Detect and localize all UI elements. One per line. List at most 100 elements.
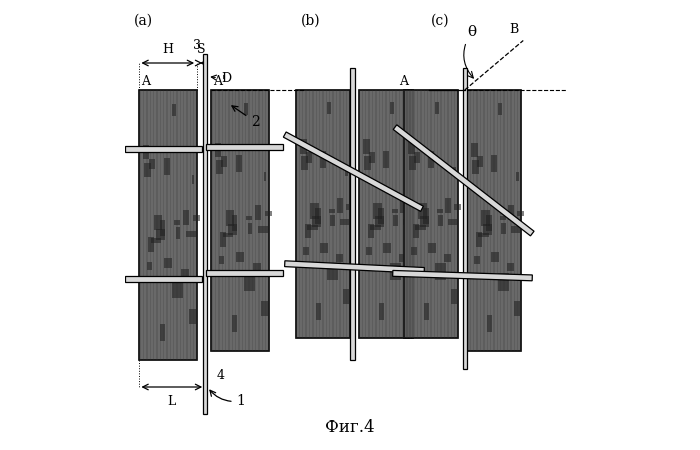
Bar (481, 211, 489, 226)
Bar (144, 145, 150, 159)
Bar (216, 143, 221, 157)
Bar (363, 140, 370, 153)
Polygon shape (284, 132, 424, 212)
Bar (437, 209, 442, 213)
Bar (316, 208, 321, 224)
Bar (211, 90, 269, 351)
Text: H: H (162, 43, 174, 56)
Bar (144, 163, 151, 177)
Bar (160, 324, 165, 341)
Bar (306, 153, 312, 162)
Bar (172, 280, 183, 297)
Polygon shape (125, 147, 202, 152)
Bar (330, 215, 335, 226)
Polygon shape (463, 68, 467, 369)
Bar (312, 216, 321, 227)
Bar (498, 274, 509, 291)
Bar (174, 220, 180, 225)
Polygon shape (350, 68, 354, 360)
Bar (471, 143, 477, 157)
Bar (404, 90, 458, 338)
Bar (232, 216, 237, 231)
Bar (220, 232, 227, 247)
Bar (304, 247, 309, 255)
Polygon shape (206, 270, 283, 275)
Text: (a): (a) (134, 13, 153, 27)
Bar (370, 225, 381, 230)
Bar (244, 104, 248, 115)
Bar (345, 167, 348, 176)
Bar (364, 156, 371, 170)
Bar (390, 263, 400, 280)
Bar (176, 227, 180, 238)
Bar (149, 159, 155, 169)
Bar (428, 151, 434, 168)
Bar (398, 254, 406, 262)
Bar (418, 203, 426, 219)
Bar (228, 224, 237, 235)
Bar (475, 256, 480, 264)
Bar (193, 215, 199, 220)
Bar (368, 224, 374, 239)
Bar (319, 243, 328, 253)
Bar (307, 225, 318, 230)
Bar (160, 220, 165, 236)
Bar (246, 216, 252, 220)
Bar (154, 215, 162, 230)
Bar (382, 243, 391, 253)
Bar (438, 215, 442, 226)
Bar (379, 303, 384, 320)
Bar (379, 208, 384, 224)
Bar (408, 167, 411, 176)
Bar (150, 238, 162, 243)
Bar (335, 254, 343, 262)
Bar (402, 219, 412, 225)
Bar (373, 203, 382, 219)
Text: 4: 4 (216, 369, 224, 382)
Bar (148, 237, 155, 252)
Bar (454, 204, 461, 210)
Bar (491, 252, 498, 262)
Bar (218, 256, 224, 264)
Bar (232, 315, 237, 332)
Bar (413, 224, 419, 239)
Bar (192, 176, 195, 184)
Bar (451, 289, 458, 304)
Bar (139, 90, 197, 360)
Bar (236, 252, 244, 262)
Bar (445, 198, 452, 213)
Bar (453, 167, 456, 176)
Bar (261, 301, 268, 316)
Bar (410, 204, 416, 210)
Bar (244, 274, 255, 291)
Bar (164, 258, 172, 268)
Bar (337, 198, 344, 213)
Bar (420, 216, 429, 227)
Bar (467, 90, 521, 351)
Bar (327, 102, 331, 114)
Bar (415, 225, 426, 230)
Bar (393, 215, 398, 226)
Text: 1: 1 (210, 390, 246, 408)
Bar (310, 203, 319, 219)
Bar (487, 315, 491, 332)
Bar (223, 233, 233, 238)
Bar (447, 219, 457, 225)
Bar (424, 208, 429, 224)
Bar (414, 153, 420, 162)
Bar (300, 140, 307, 153)
Bar (248, 222, 252, 234)
Bar (424, 303, 428, 320)
Bar (346, 204, 353, 210)
Bar (340, 219, 349, 225)
Bar (369, 153, 375, 162)
Bar (498, 104, 503, 115)
Bar (186, 231, 195, 238)
Bar (320, 151, 326, 168)
Bar (255, 205, 261, 220)
Bar (264, 172, 267, 181)
Bar (221, 156, 227, 166)
Bar (327, 263, 337, 280)
Bar (508, 205, 514, 220)
Bar (343, 289, 349, 304)
